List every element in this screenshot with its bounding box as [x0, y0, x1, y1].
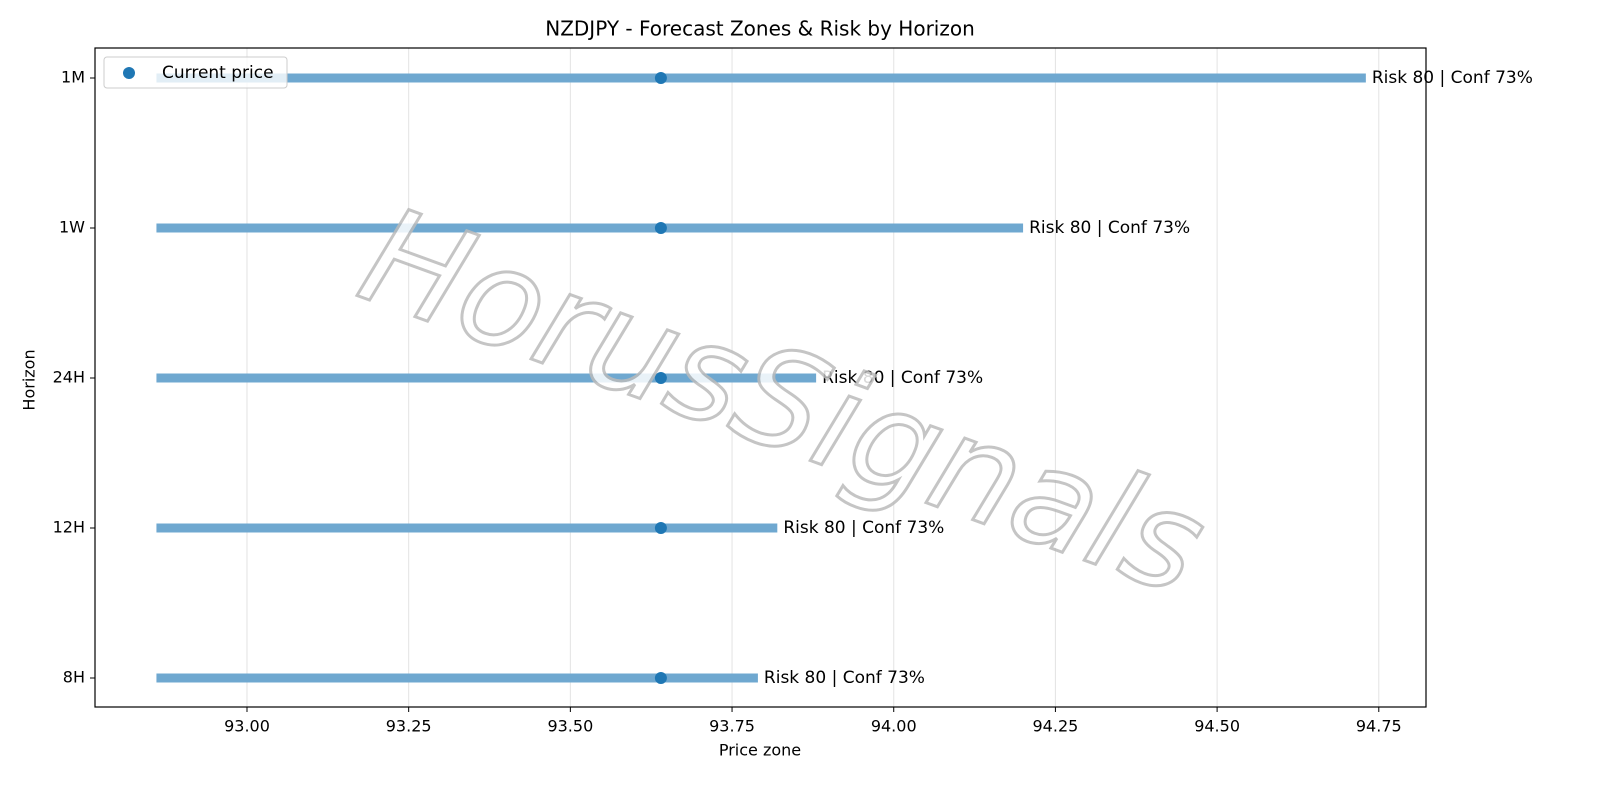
x-tick-label: 94.00 — [871, 717, 917, 736]
legend: Current price — [103, 56, 288, 89]
annotation: Risk 80 | Conf 73% — [764, 668, 925, 688]
legend-box — [103, 56, 288, 89]
current-price-dot — [654, 372, 667, 384]
current-price-dot — [654, 522, 667, 534]
legend-marker — [123, 67, 135, 79]
chart-title: NZDJPY - Forecast Zones & Risk by Horizo… — [545, 17, 975, 41]
annotation: Risk 80 | Conf 73% — [822, 368, 983, 388]
x-tick-label: 93.75 — [709, 717, 755, 736]
x-tick-label: 94.25 — [1033, 717, 1079, 736]
watermark: HorusSignals — [343, 177, 1224, 626]
y-tick-label: 1W — [59, 218, 85, 237]
plot-area: 93.00 93.25 93.50 93.75 94.00 94.25 94.50 94.75… — [53, 48, 1533, 736]
x-tick-label: 94.75 — [1356, 717, 1402, 736]
current-price-dot — [654, 72, 667, 84]
y-tick-label: 8H — [63, 668, 85, 687]
annotation: Risk 80 | Conf 73% — [1372, 68, 1533, 88]
y-axis-label: Horizon — [20, 349, 39, 410]
current-price-dot — [654, 222, 667, 234]
x-tick-label: 93.00 — [224, 717, 270, 736]
current-price-dot — [654, 672, 667, 684]
y-tick-label: 24H — [53, 368, 85, 387]
x-tick-label: 93.25 — [386, 717, 432, 736]
y-tick-label: 1M — [61, 68, 85, 87]
annotation: Risk 80 | Conf 73% — [1029, 218, 1190, 238]
annotation: Risk 80 | Conf 73% — [783, 518, 944, 538]
x-tick-label: 94.50 — [1194, 717, 1240, 736]
x-axis-label: Price zone — [719, 741, 801, 760]
legend-label: Current price — [162, 63, 274, 83]
axes-frame — [94, 47, 1427, 708]
x-tick-label: 93.50 — [547, 717, 593, 736]
y-tick-label: 12H — [53, 518, 85, 537]
